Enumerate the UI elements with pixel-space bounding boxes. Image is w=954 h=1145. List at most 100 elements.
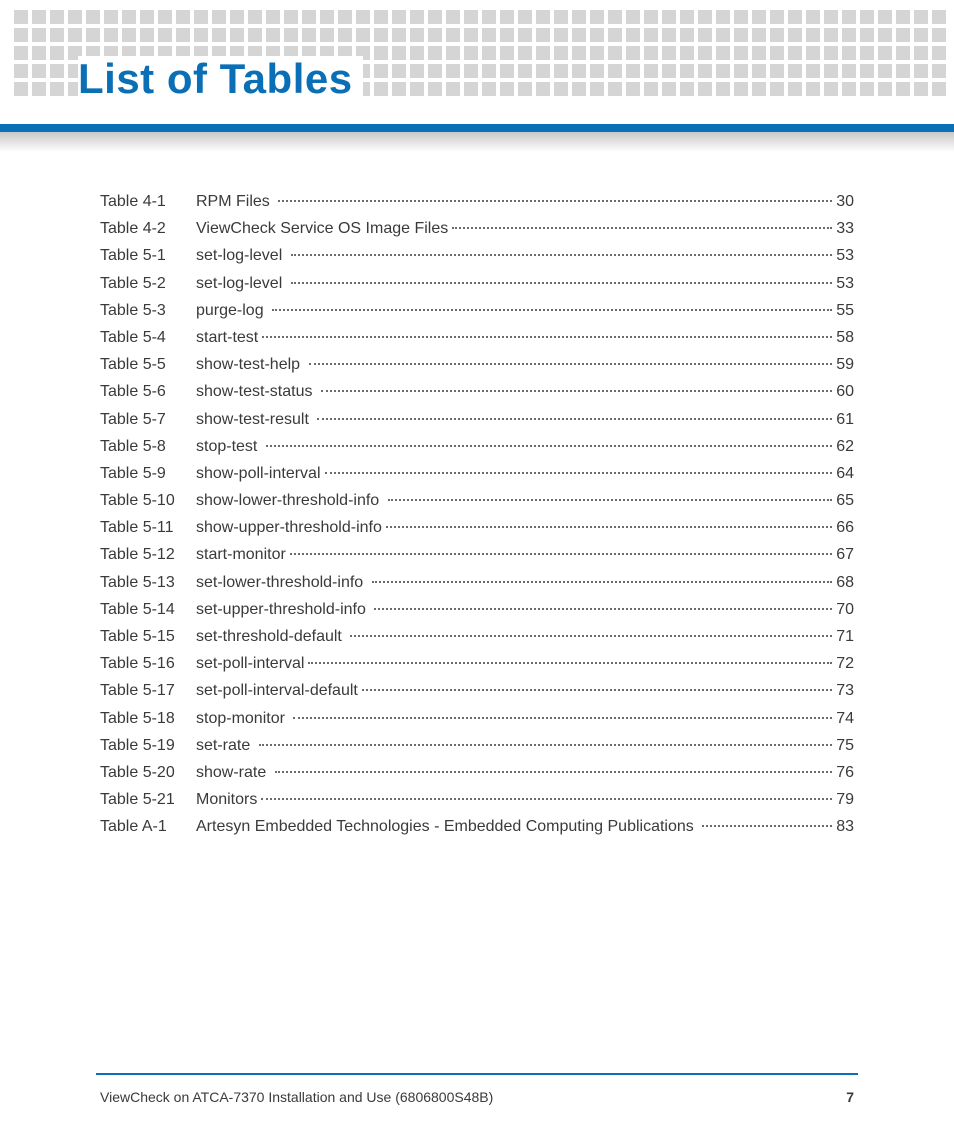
header-dot (896, 10, 910, 24)
toc-entry[interactable]: Table 5-12start-monitor67 (100, 541, 854, 568)
header-dot (356, 28, 370, 42)
toc-entry[interactable]: Table 5-18stop-monitor 74 (100, 705, 854, 732)
header-dot (842, 10, 856, 24)
header-dot (860, 28, 874, 42)
header-dot (464, 64, 478, 78)
header-dot (464, 10, 478, 24)
header-dot (788, 46, 802, 60)
header-dot (410, 28, 424, 42)
header-dot (716, 28, 730, 42)
toc-entry-table-id: Table 5-6 (100, 378, 196, 405)
toc-entry[interactable]: Table 5-17set-poll-interval-default73 (100, 677, 854, 704)
toc-entry[interactable]: Table A-1Artesyn Embedded Technologies -… (100, 813, 854, 840)
toc-entry-table-id: Table 5-15 (100, 623, 196, 650)
toc-entry[interactable]: Table 5-6show-test-status 60 (100, 378, 854, 405)
toc-entry-table-id: Table 5-13 (100, 569, 196, 596)
header-dot (320, 10, 334, 24)
header-dot (788, 82, 802, 96)
header-dot (626, 10, 640, 24)
toc-entry-table-id: Table 5-4 (100, 324, 196, 351)
header-dot (752, 82, 766, 96)
header-dot (392, 10, 406, 24)
header-dot (482, 28, 496, 42)
header-dot (698, 82, 712, 96)
header-dot (410, 10, 424, 24)
toc-entry[interactable]: Table 5-11show-upper-threshold-info66 (100, 514, 854, 541)
header-dot (536, 10, 550, 24)
toc-entry[interactable]: Table 5-19set-rate 75 (100, 732, 854, 759)
header-dot (896, 46, 910, 60)
header-dot (590, 82, 604, 96)
toc-entry[interactable]: Table 5-1set-log-level 53 (100, 242, 854, 269)
toc-entry-description: show-poll-interval (196, 460, 321, 487)
toc-entry-leader-dots (362, 689, 832, 691)
header-dot (536, 64, 550, 78)
header-dot (86, 10, 100, 24)
toc-entry-description: set-poll-interval-default (196, 677, 358, 704)
header-dot (752, 28, 766, 42)
toc-entry-page: 72 (836, 650, 854, 677)
header-dot (932, 10, 946, 24)
header-dot (590, 64, 604, 78)
toc-entry-page: 65 (836, 487, 854, 514)
toc-entry-table-id: Table 5-20 (100, 759, 196, 786)
header-dot (824, 28, 838, 42)
toc-entry-page: 30 (836, 188, 854, 215)
toc-entry[interactable]: Table 5-14set-upper-threshold-info 70 (100, 596, 854, 623)
toc-entry[interactable]: Table 4-2ViewCheck Service OS Image File… (100, 215, 854, 242)
toc-entry[interactable]: Table 5-4start-test58 (100, 324, 854, 351)
toc-entry[interactable]: Table 5-13set-lower-threshold-info 68 (100, 569, 854, 596)
toc-entry-leader-dots (275, 771, 833, 773)
header-dot (932, 82, 946, 96)
toc-entry-table-id: Table A-1 (100, 813, 196, 840)
toc-entry[interactable]: Table 5-20show-rate 76 (100, 759, 854, 786)
toc-entry-page: 83 (836, 813, 854, 840)
header-dot (32, 46, 46, 60)
header-dot (860, 64, 874, 78)
header-dot (770, 10, 784, 24)
header-dot (500, 82, 514, 96)
toc-entry-table-id: Table 5-8 (100, 433, 196, 460)
header-dot (572, 64, 586, 78)
toc-entry[interactable]: Table 5-2set-log-level 53 (100, 270, 854, 297)
header-dot (536, 46, 550, 60)
toc-entry[interactable]: Table 5-8stop-test 62 (100, 433, 854, 460)
toc-entry[interactable]: Table 5-9show-poll-interval64 (100, 460, 854, 487)
toc-entry[interactable]: Table 4-1RPM Files 30 (100, 188, 854, 215)
header-dot (32, 64, 46, 78)
toc-entry-description: stop-monitor (196, 705, 289, 732)
toc-entry[interactable]: Table 5-21Monitors79 (100, 786, 854, 813)
toc-entry-description: start-test (196, 324, 258, 351)
header-dot (50, 46, 64, 60)
header-dot (500, 10, 514, 24)
header-dot (734, 10, 748, 24)
header-dot (734, 82, 748, 96)
header-dot (176, 10, 190, 24)
toc-entry[interactable]: Table 5-7show-test-result 61 (100, 406, 854, 433)
header-dot (590, 10, 604, 24)
toc-entry-page: 76 (836, 759, 854, 786)
toc-entry-description: set-threshold-default (196, 623, 346, 650)
header-dot (662, 46, 676, 60)
toc-entry[interactable]: Table 5-10show-lower-threshold-info 65 (100, 487, 854, 514)
header-dot (662, 82, 676, 96)
header-dot (374, 28, 388, 42)
header-dot (464, 82, 478, 96)
header-dot (464, 28, 478, 42)
toc-entry[interactable]: Table 5-3purge-log 55 (100, 297, 854, 324)
toc-entry-leader-dots (278, 200, 832, 202)
toc-entry[interactable]: Table 5-5show-test-help 59 (100, 351, 854, 378)
header-dot (230, 28, 244, 42)
header-dot (932, 46, 946, 60)
header-dot (680, 10, 694, 24)
header-dot (626, 64, 640, 78)
header-dot (32, 82, 46, 96)
header-dot (734, 46, 748, 60)
toc-entry-page: 59 (836, 351, 854, 378)
toc-entry-description: purge-log (196, 297, 268, 324)
header-dot (176, 28, 190, 42)
toc-entry[interactable]: Table 5-15set-threshold-default 71 (100, 623, 854, 650)
toc-entry[interactable]: Table 5-16set-poll-interval72 (100, 650, 854, 677)
toc-entry-description: show-lower-threshold-info (196, 487, 384, 514)
header-dot (68, 10, 82, 24)
